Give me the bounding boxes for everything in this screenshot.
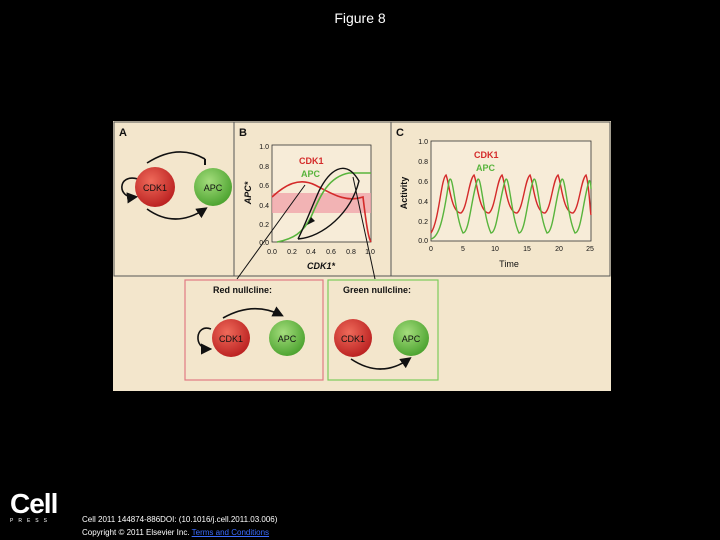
- panel-c-ytick: 0.6: [418, 179, 428, 186]
- panel-a-apc-node: [194, 168, 232, 206]
- red-nullcline-apc-node: [269, 320, 305, 356]
- panel-b-ytick: 1.0: [259, 144, 269, 151]
- copyright-line: Copyright © 2011 Elsevier Inc. Terms and…: [82, 528, 269, 537]
- panel-c-xticks: 0 5 10 15 20 25: [429, 246, 594, 253]
- red-nullcline-top-arc: [222, 306, 284, 319]
- panel-c-yticks: 1.0 0.8 0.6 0.4 0.2 0.0: [418, 139, 428, 245]
- panel-b-green-nullcline: [276, 172, 371, 243]
- panel-a-bottom-arc: [146, 207, 208, 220]
- red-nullcline-title: Red nullcline:: [213, 285, 272, 295]
- red-nullcline-cdk1-node: [212, 319, 250, 357]
- terms-and-conditions-link[interactable]: Terms and Conditions: [191, 528, 270, 537]
- panel-b-red-nullcline: [271, 181, 372, 243]
- panel-c-letter: C: [396, 127, 404, 139]
- panel-a-self-loop: [121, 177, 139, 204]
- panel-c-legend-cdk1: CDK1: [474, 150, 499, 160]
- panel-b: B CDK1 APC 1.0 0.8 0.6 0.4 0.2 0.0 0.0 0…: [233, 121, 392, 280]
- panel-b-limit-cycle: [297, 167, 360, 240]
- panel-b-ylabel: APC*: [243, 181, 253, 205]
- panel-b-legend-cdk1: CDK1: [299, 156, 324, 166]
- green-nullcline-cdk1-label: CDK1: [341, 334, 365, 344]
- panel-a-top-arc: [146, 151, 206, 164]
- panel-b-letter: B: [239, 127, 247, 139]
- green-nullcline-apc-node: [393, 320, 429, 356]
- panel-c-ytick: 0.0: [418, 238, 428, 245]
- green-nullcline-panel: Green nullcline: CDK1 APC: [327, 279, 439, 381]
- green-nullcline-bottom-arc: [350, 357, 412, 370]
- green-nullcline-apc-label: APC: [402, 334, 421, 344]
- panel-c-cdk1-series: [430, 173, 592, 234]
- red-nullcline-cdk1-label: CDK1: [219, 334, 243, 344]
- figure-image: A CDK1 APC B CDK1 APC 1.0 0.8 0.6 0.4 0.…: [113, 121, 611, 391]
- panel-c-xtick: 20: [555, 246, 563, 253]
- panel-a-apc-label: APC: [204, 183, 223, 193]
- panel-c-xtick: 0: [429, 246, 433, 253]
- panel-b-xtick: 0.0: [267, 249, 277, 256]
- panel-a-cdk1-label: CDK1: [143, 183, 167, 193]
- panel-c-xtick: 5: [461, 246, 465, 253]
- panel-c-ytick: 0.2: [418, 219, 428, 226]
- panel-b-ytick: 0.4: [259, 203, 269, 210]
- panel-a-cdk1-node: [135, 167, 175, 207]
- panel-c-xtick: 10: [491, 246, 499, 253]
- red-nullcline-self-loop: [197, 327, 213, 355]
- panel-b-xtick: 0.4: [306, 249, 316, 256]
- panel-b-legend-apc: APC: [301, 169, 321, 179]
- red-nullcline-apc-label: APC: [278, 334, 297, 344]
- figure-title: Figure 8: [334, 10, 386, 26]
- panel-b-xtick: 0.8: [346, 249, 356, 256]
- panel-c-legend-apc: APC: [476, 163, 496, 173]
- panel-b-ytick: 0.8: [259, 164, 269, 171]
- cell-press-logo-subtitle: PRESS: [10, 518, 52, 524]
- copyright-text: Copyright © 2011 Elsevier Inc.: [82, 528, 190, 537]
- panel-b-xtick: 0.2: [287, 249, 297, 256]
- panel-c-xtick: 25: [586, 246, 594, 253]
- panel-c-plot-area: [430, 140, 592, 242]
- panel-b-yticks: 1.0 0.8 0.6 0.4 0.2 0.0: [259, 144, 269, 247]
- panel-b-ytick: 0.2: [259, 222, 269, 229]
- panel-b-ytick: 0.6: [259, 183, 269, 190]
- green-nullcline-cdk1-node: [334, 319, 372, 357]
- panel-c-ylabel: Activity: [399, 177, 409, 210]
- panel-b-ytick: 0.0: [259, 240, 269, 247]
- panel-c-ytick: 0.8: [418, 159, 428, 166]
- panel-b-xtick: 0.6: [326, 249, 336, 256]
- panel-a: A CDK1 APC: [113, 121, 235, 277]
- panel-a-letter: A: [119, 127, 127, 139]
- green-nullcline-title: Green nullcline:: [343, 285, 411, 295]
- panel-c-ytick: 0.4: [418, 199, 428, 206]
- panel-b-xtick: 1.0: [365, 249, 375, 256]
- panel-c: C CDK1 APC 1.0 0.8 0.6 0.4 0.2 0.0 0 5 1…: [390, 121, 611, 277]
- panel-c-xlabel: Time: [499, 259, 519, 269]
- panel-b-connector-red: [236, 184, 306, 280]
- panel-b-xticks: 0.0 0.2 0.4 0.6 0.8 1.0: [267, 249, 375, 256]
- panel-c-ytick: 1.0: [418, 139, 428, 146]
- cell-press-logo: Cell: [10, 488, 58, 519]
- panel-c-apc-series: [430, 178, 592, 240]
- panel-c-xtick: 15: [523, 246, 531, 253]
- red-nullcline-panel: Red nullcline: CDK1 APC: [184, 279, 324, 381]
- panel-b-connector-green: [352, 176, 376, 280]
- panel-b-xlabel: CDK1*: [307, 261, 336, 271]
- citation-text: Cell 2011 144874-886DOI: (10.1016/j.cell…: [82, 515, 278, 524]
